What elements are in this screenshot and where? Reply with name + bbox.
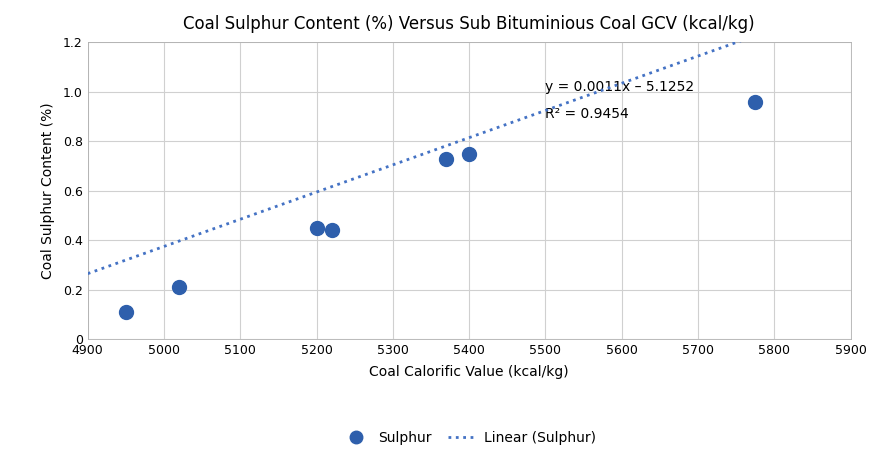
Point <box>118 308 132 316</box>
Point <box>462 150 476 157</box>
Legend: Sulphur, Linear (Sulphur): Sulphur, Linear (Sulphur) <box>337 426 602 451</box>
Y-axis label: Coal Sulphur Content (%): Coal Sulphur Content (%) <box>40 103 54 279</box>
Point <box>439 155 453 162</box>
Text: y = 0.0011x – 5.1252: y = 0.0011x – 5.1252 <box>545 81 695 94</box>
Point <box>324 227 339 234</box>
Title: Coal Sulphur Content (%) Versus Sub Bituminious Coal GCV (kcal/kg): Coal Sulphur Content (%) Versus Sub Bitu… <box>183 15 755 32</box>
X-axis label: Coal Calorific Value (kcal/kg): Coal Calorific Value (kcal/kg) <box>369 365 569 379</box>
Point <box>310 224 324 232</box>
Point <box>748 98 762 106</box>
Text: R² = 0.9454: R² = 0.9454 <box>545 107 629 121</box>
Point <box>172 284 186 291</box>
